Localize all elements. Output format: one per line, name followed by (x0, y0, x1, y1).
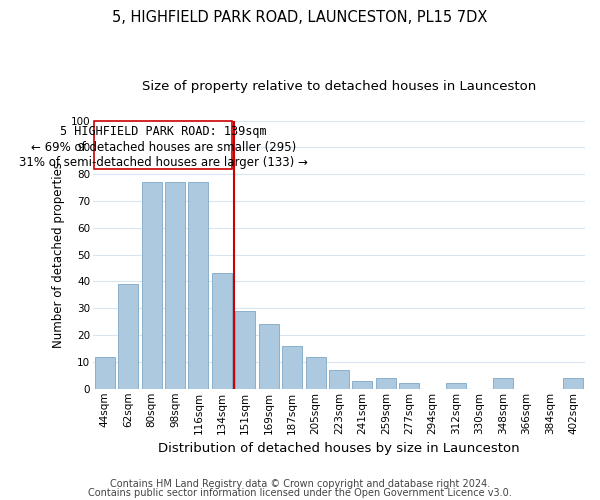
Bar (212, 274, 232, 389)
Bar (376, 378, 396, 389)
X-axis label: Distribution of detached houses by size in Launceston: Distribution of detached houses by size … (158, 442, 520, 455)
Text: 31% of semi-detached houses are larger (133) →: 31% of semi-detached houses are larger (… (19, 156, 308, 168)
Bar (142, 182, 161, 389)
Bar (118, 284, 138, 389)
Bar (188, 182, 208, 389)
Bar (282, 346, 302, 389)
Bar (446, 384, 466, 389)
Bar (94, 120, 232, 169)
Bar (563, 378, 583, 389)
Bar (329, 370, 349, 389)
Y-axis label: Number of detached properties: Number of detached properties (52, 162, 65, 348)
Text: Contains HM Land Registry data © Crown copyright and database right 2024.: Contains HM Land Registry data © Crown c… (110, 479, 490, 489)
Bar (305, 356, 326, 389)
Bar (493, 378, 513, 389)
Bar (235, 311, 255, 389)
Bar (352, 380, 373, 389)
Text: 5 HIGHFIELD PARK ROAD: 139sqm: 5 HIGHFIELD PARK ROAD: 139sqm (60, 125, 266, 138)
Bar (165, 182, 185, 389)
Title: Size of property relative to detached houses in Launceston: Size of property relative to detached ho… (142, 80, 536, 93)
Text: 5, HIGHFIELD PARK ROAD, LAUNCESTON, PL15 7DX: 5, HIGHFIELD PARK ROAD, LAUNCESTON, PL15… (112, 10, 488, 25)
Bar (400, 384, 419, 389)
Text: ← 69% of detached houses are smaller (295): ← 69% of detached houses are smaller (29… (31, 141, 296, 154)
Bar (259, 324, 278, 389)
Text: Contains public sector information licensed under the Open Government Licence v3: Contains public sector information licen… (88, 488, 512, 498)
Bar (95, 356, 115, 389)
